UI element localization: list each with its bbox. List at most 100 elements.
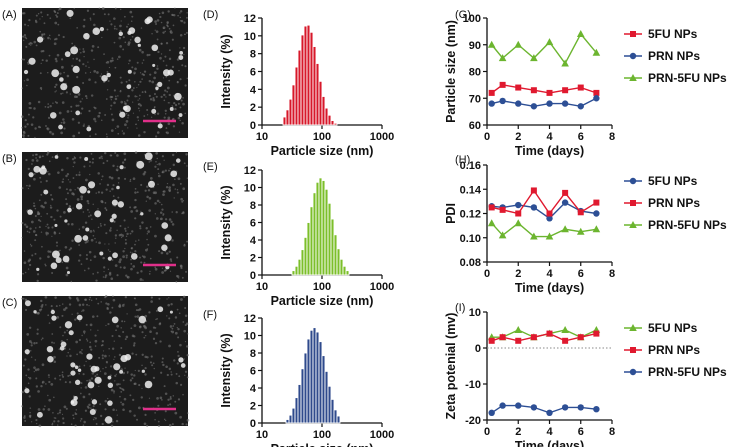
speckle [165,419,167,422]
speckle [96,373,99,376]
speckle [109,250,111,253]
speckle [35,233,38,237]
speckle [61,180,64,183]
speckle [56,245,58,247]
speckle [122,379,125,382]
speckle [53,9,56,13]
speckle [177,14,179,17]
speckle [104,114,107,116]
speckle [86,9,90,12]
speckle [156,397,159,400]
speckle [108,271,112,275]
speckle [143,422,147,426]
particle [82,235,89,241]
speckle [79,112,83,115]
x-tick-label: 10 [256,131,268,143]
speckle [102,256,105,260]
particle [72,85,81,94]
particle [104,416,113,424]
speckle [79,420,82,422]
speckle [149,257,152,260]
speckle [186,16,188,19]
speckle [65,266,69,270]
micrograph [20,7,189,139]
particle [58,124,63,130]
legend-label: PRN NPs [648,196,700,210]
speckle [88,393,91,396]
marker [514,219,523,227]
speckle [180,99,183,102]
speckle [87,267,90,270]
particle [70,370,76,376]
speckle [134,151,138,154]
speckle [109,229,112,232]
speckle [106,70,109,73]
speckle [28,263,32,267]
speckle [81,303,85,306]
speckle [132,398,135,402]
speckle [60,65,64,69]
speckle [133,374,136,377]
speckle [186,376,189,379]
particle [174,92,182,101]
speckle [130,327,133,330]
speckle [97,329,99,331]
speckle [130,20,133,23]
speckle [177,351,179,353]
speckle [37,212,41,215]
speckle [23,12,26,15]
x-tick-label: 0 [484,268,490,280]
speckle [127,94,130,98]
speckle [166,298,168,300]
speckle [110,23,113,26]
speckle [153,71,157,75]
speckle [64,245,68,249]
marker [629,221,637,228]
speckle [33,202,35,205]
speckle [98,111,101,115]
speckle [92,418,95,421]
particle [99,26,105,32]
speckle [27,62,30,66]
speckle [88,211,90,213]
speckle [89,71,92,73]
particle [138,315,147,324]
speckle [104,243,106,245]
speckle [77,259,81,262]
speckle [140,270,143,273]
particle [140,212,144,216]
particle [144,152,153,161]
speckle [168,317,171,320]
speckle [41,15,43,18]
speckle [21,236,23,239]
marker [546,100,553,107]
speckle [183,53,185,56]
particle [141,369,146,373]
speckle [69,374,71,377]
particle [178,113,183,117]
speckle [98,241,101,245]
particle [54,223,58,227]
particle [91,399,98,405]
marker [515,210,522,217]
speckle [37,408,41,411]
speckle [53,218,56,221]
speckle [128,79,131,82]
y-tick-label: 0 [250,120,256,132]
bar [327,114,332,126]
speckle [40,308,43,310]
particle [47,356,54,363]
speckle [33,107,36,110]
speckle [169,325,173,328]
particle [77,368,82,372]
speckle [32,230,36,233]
speckle [148,273,151,275]
speckle [166,183,169,185]
speckle [158,250,161,253]
speckle [160,42,163,45]
speckle [97,172,100,175]
speckle [170,220,173,223]
speckle [160,95,163,99]
speckle [160,203,163,206]
speckle [56,209,59,212]
